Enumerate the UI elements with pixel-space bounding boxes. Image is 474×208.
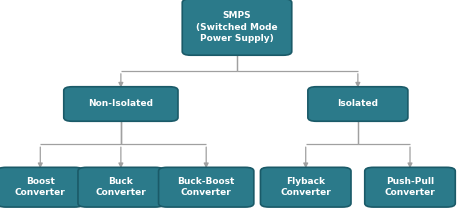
Text: Buck
Converter: Buck Converter (95, 177, 146, 197)
Text: Buck-Boost
Converter: Buck-Boost Converter (177, 177, 235, 197)
Text: Push-Pull
Converter: Push-Pull Converter (384, 177, 436, 197)
FancyBboxPatch shape (261, 167, 351, 207)
FancyBboxPatch shape (78, 167, 164, 207)
Text: Non-Isolated: Non-Isolated (88, 99, 154, 109)
FancyBboxPatch shape (64, 87, 178, 121)
Text: SMPS
(Switched Mode
Power Supply): SMPS (Switched Mode Power Supply) (196, 11, 278, 43)
FancyBboxPatch shape (365, 167, 455, 207)
FancyBboxPatch shape (158, 167, 254, 207)
Text: Flyback
Converter: Flyback Converter (280, 177, 331, 197)
FancyBboxPatch shape (308, 87, 408, 121)
Text: Isolated: Isolated (337, 99, 378, 109)
Text: Boost
Converter: Boost Converter (15, 177, 66, 197)
FancyBboxPatch shape (0, 167, 83, 207)
FancyBboxPatch shape (182, 0, 292, 55)
